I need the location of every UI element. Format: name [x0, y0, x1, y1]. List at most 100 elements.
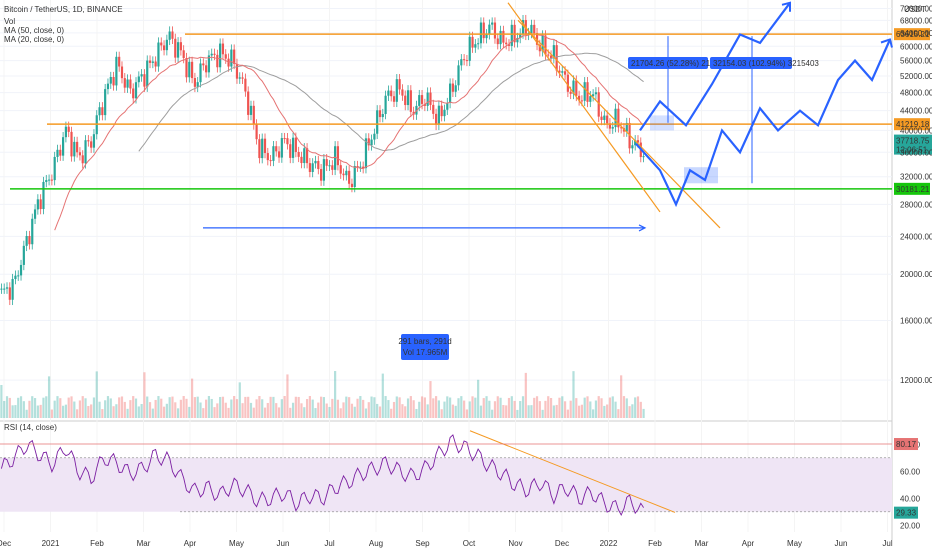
candle-body [460, 59, 463, 66]
candle-body [552, 45, 555, 59]
volume-bar [176, 408, 180, 418]
volume-bar [423, 397, 426, 418]
volume-bar [499, 397, 502, 418]
candle-body [151, 61, 154, 63]
candle-body [252, 105, 255, 125]
time-tick-label: Jun [277, 539, 290, 548]
volume-bar [137, 406, 140, 418]
candle-body [235, 63, 239, 79]
candle-body [631, 145, 634, 149]
candle-body [272, 146, 275, 161]
volume-bar [61, 405, 65, 418]
candle-body [137, 76, 140, 83]
volume-bar [451, 404, 455, 418]
candle-body [84, 140, 87, 164]
candle-body [5, 287, 9, 289]
volume-bar [418, 401, 421, 418]
candle-body [418, 95, 421, 106]
volume-bar [165, 403, 168, 418]
time-tick-label: Sep [415, 539, 430, 548]
range-box-line2: Vol 17.965M [403, 348, 448, 357]
volume-bar [406, 398, 410, 418]
price-tick-label: 12000.00 [900, 376, 932, 385]
volume-bar [297, 396, 300, 418]
volume-bar [207, 396, 211, 418]
price-tick-label: 56000.00 [900, 57, 932, 66]
candle-body [277, 151, 281, 158]
volume-bar [210, 398, 213, 418]
volume-bar [491, 409, 494, 418]
volume-bar [342, 402, 345, 418]
time-tick-label: Jul [882, 539, 892, 548]
volume-bar [566, 409, 569, 418]
candle-body [36, 199, 39, 210]
candle-body [266, 153, 269, 161]
candle-body [25, 235, 28, 246]
candle-body [549, 55, 553, 59]
candle-body [334, 146, 337, 170]
annotation-bg [710, 57, 792, 69]
volume-bar [384, 396, 387, 418]
candle-body [437, 105, 440, 125]
candle-body [73, 141, 76, 157]
volume-bar [272, 396, 275, 418]
candle-body [98, 107, 101, 116]
volume-bar [639, 401, 642, 418]
volume-bar [17, 397, 20, 418]
candle-body [106, 83, 110, 90]
candle-body [642, 156, 645, 158]
volume-bar [112, 406, 115, 418]
candle-body [614, 108, 617, 128]
rsi-tick-label: 60.00 [900, 467, 921, 476]
candle-body [31, 218, 34, 245]
candle-body [297, 151, 300, 157]
candle-body [118, 56, 121, 67]
candle-body [132, 88, 135, 99]
price-tick-label: 40000.00 [900, 126, 932, 135]
volume-bar [572, 371, 575, 418]
candle-body [109, 77, 112, 84]
candle-body [502, 30, 505, 43]
volume-bar [314, 408, 317, 418]
volume-bar [87, 405, 90, 418]
volume-bar [350, 403, 354, 418]
candle-body [244, 78, 247, 92]
candle-body [454, 85, 457, 92]
volume-bar [11, 405, 14, 418]
candle-body [367, 138, 370, 146]
candle-body [636, 140, 640, 143]
range-box-bg [401, 334, 449, 360]
time-tick-label: May [787, 539, 802, 548]
measure-box [650, 115, 674, 131]
candle-body [120, 66, 124, 79]
price-tick-label: 24000.00 [900, 232, 932, 241]
volume-bar [420, 396, 424, 418]
volume-bar [193, 397, 197, 418]
candle-body [359, 166, 362, 168]
volume-bar [255, 399, 258, 418]
volume-bar [611, 396, 614, 418]
candle-body [488, 24, 491, 35]
volume-bar [434, 396, 438, 418]
time-axis: Dec 2021 Feb Mar Apr May Jun Jul Aug Sep Oct Nov Dec… [0, 539, 893, 548]
candle-body [580, 100, 584, 102]
candle-body [305, 148, 309, 164]
volume-bar [502, 405, 505, 418]
volume-bar [538, 401, 541, 418]
volume-bar [634, 397, 637, 418]
volume-bar [305, 399, 309, 418]
candle-body [362, 166, 365, 169]
projection-line [635, 39, 892, 208]
candle-body [283, 138, 286, 140]
ma20-line [54, 32, 644, 231]
candle-body [479, 22, 483, 44]
trendlines [507, 2, 721, 229]
legend-ma50: MA (50, close, 0) [4, 26, 64, 35]
time-tick-label: May [229, 539, 244, 548]
candle-body [510, 24, 513, 46]
volume-bar [617, 409, 620, 418]
volume-bar [622, 396, 626, 418]
candle-body [22, 245, 25, 265]
volume-bar [143, 372, 146, 418]
